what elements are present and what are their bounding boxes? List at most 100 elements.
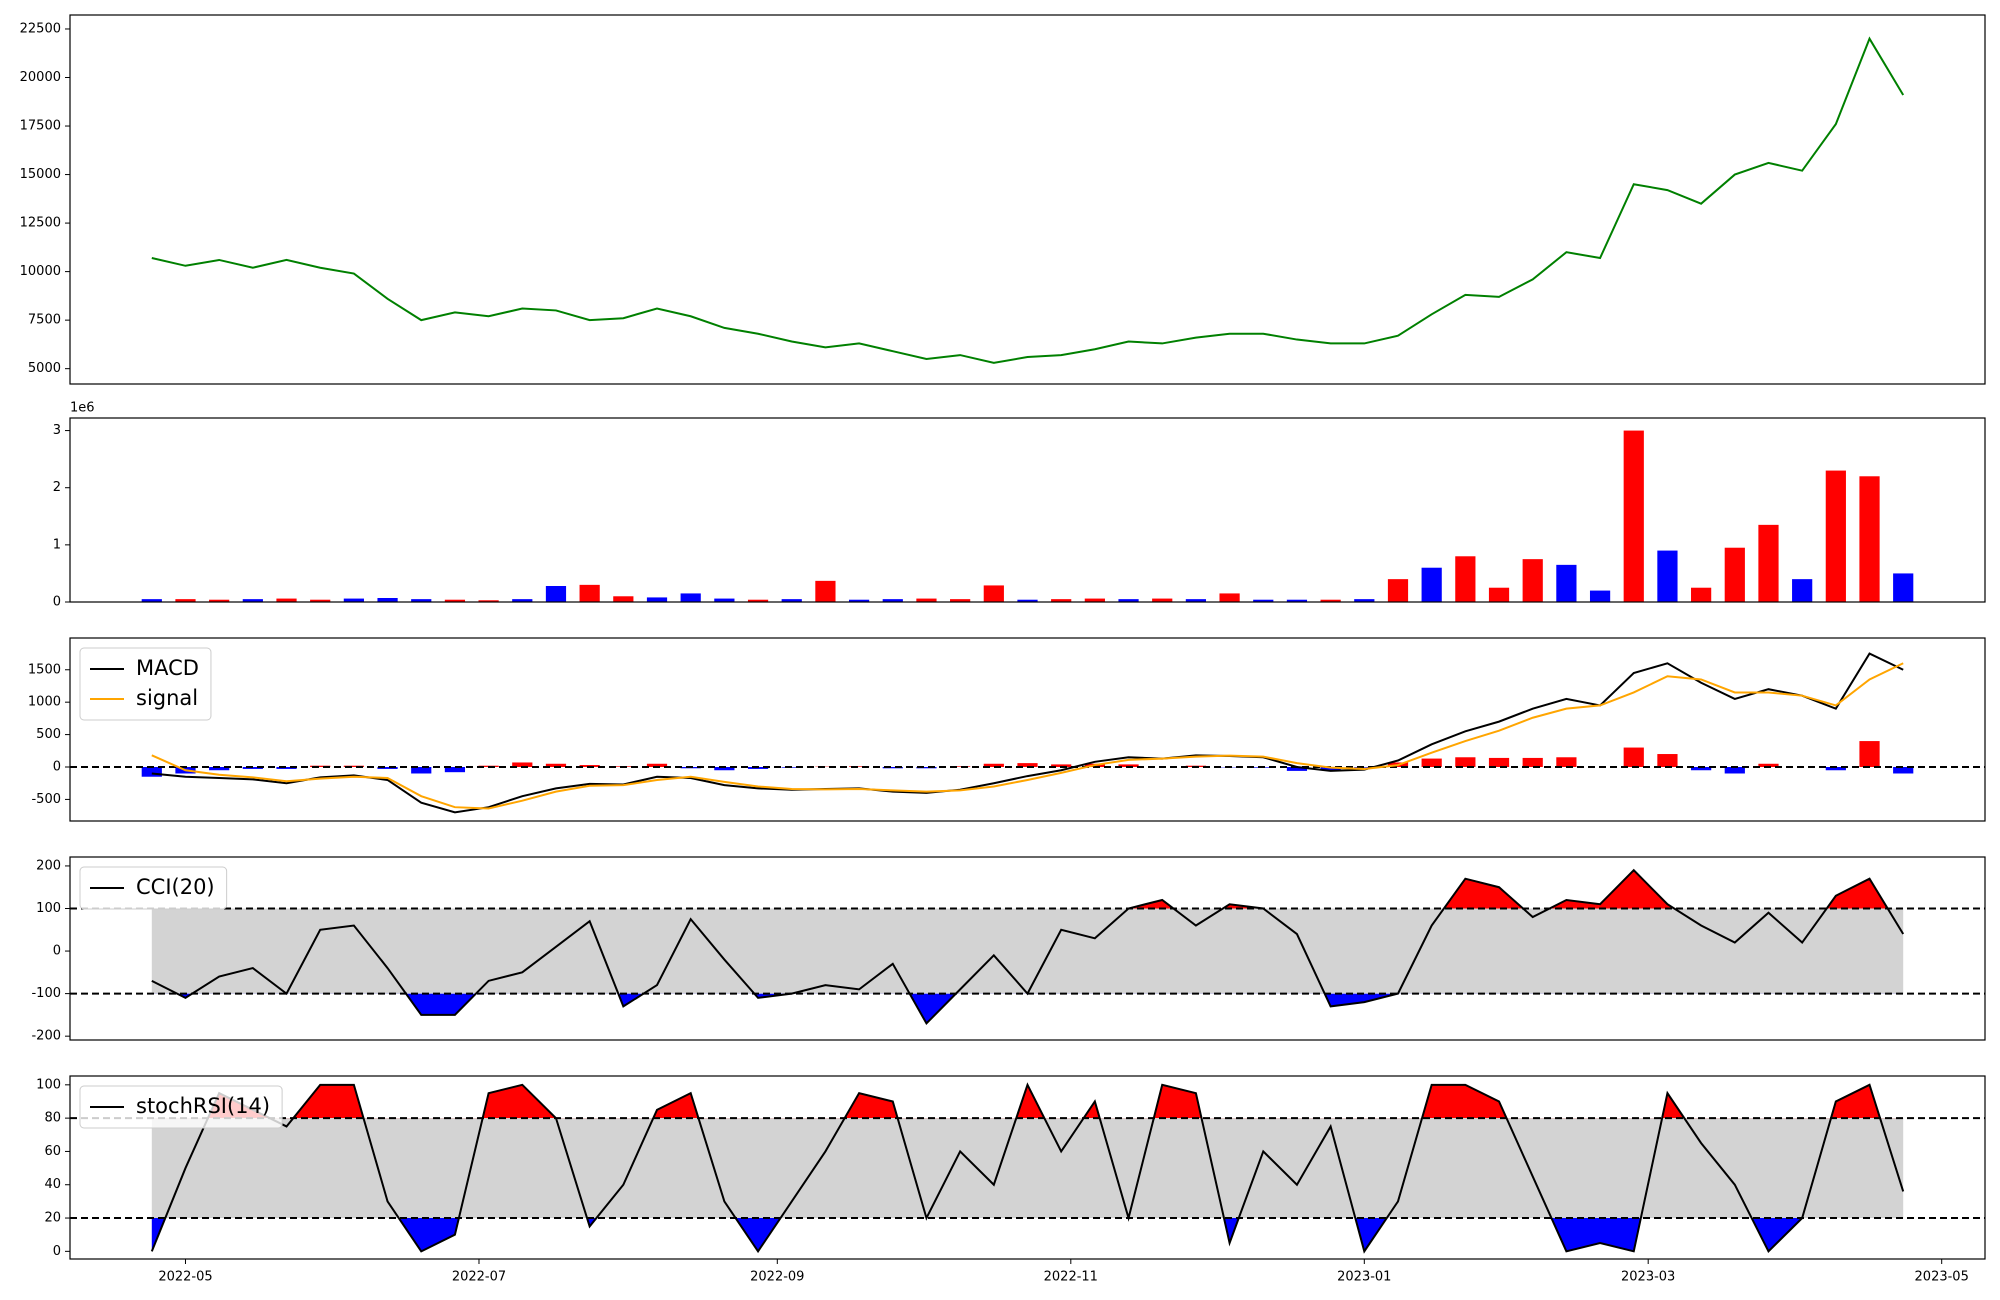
axes-frame <box>69 637 1986 822</box>
band-fill <box>151 1118 1904 1219</box>
histogram-bar <box>1017 763 1038 768</box>
histogram-bar <box>983 763 1004 768</box>
bar <box>1455 556 1476 602</box>
bar <box>815 580 836 602</box>
bar <box>781 599 802 602</box>
x-tick-label: 2023-01 <box>1337 1270 1391 1285</box>
histogram-bar <box>1488 757 1510 768</box>
histogram-bar <box>882 767 903 769</box>
series-line <box>151 868 1905 1026</box>
bar <box>1286 599 1308 602</box>
bar <box>209 599 230 602</box>
y-tick-label: 15000 <box>20 167 61 182</box>
bar <box>1893 573 1914 602</box>
series-line <box>151 652 1904 814</box>
x-tick-label: 2022-05 <box>158 1270 212 1285</box>
bar <box>545 586 567 602</box>
bar <box>579 584 600 602</box>
x-tick-label: 2023-05 <box>1915 1270 1969 1285</box>
histogram-bar <box>310 765 331 768</box>
histogram-bar <box>1893 767 1914 774</box>
bar <box>747 599 769 602</box>
legend-label: MACD <box>136 656 199 680</box>
axes-frame <box>69 1075 1986 1260</box>
bar <box>1589 590 1611 602</box>
y-tick-label: 0 <box>53 760 61 775</box>
histogram-bar <box>209 767 230 771</box>
histogram-bar <box>1051 764 1072 768</box>
x-tick-label: 2022-09 <box>750 1270 804 1285</box>
axes-frame <box>69 14 1986 385</box>
histogram-bar <box>444 767 466 773</box>
bar <box>1219 593 1240 602</box>
y-tick-label: 0 <box>53 944 61 959</box>
legend-label: stochRSI(14) <box>136 1094 270 1118</box>
histogram-bar <box>1657 754 1678 768</box>
bar <box>478 600 499 602</box>
histogram-bar <box>1758 763 1779 768</box>
histogram-bar <box>714 767 735 771</box>
y-tick-label: 10000 <box>20 264 61 279</box>
bar <box>714 598 735 602</box>
bar <box>1825 470 1846 602</box>
bar <box>1017 599 1038 602</box>
y-tick-label: 80 <box>44 1111 61 1126</box>
y-tick-label: 100 <box>36 901 61 916</box>
x-tick-label: 2022-11 <box>1044 1270 1098 1285</box>
histogram-bar <box>512 762 533 768</box>
bar <box>646 597 668 602</box>
bar <box>1118 599 1139 602</box>
histogram-bar <box>1724 767 1745 774</box>
histogram-bar <box>1354 767 1375 768</box>
x-tick-label: 2022-07 <box>452 1270 506 1285</box>
legend-box <box>79 866 228 910</box>
y-tick-label: 100 <box>36 1077 61 1092</box>
bar <box>175 599 196 602</box>
bar <box>1556 564 1577 602</box>
bar <box>1691 587 1712 602</box>
bar <box>242 599 263 602</box>
histogram-bar <box>343 765 364 768</box>
bar <box>512 599 533 602</box>
histogram-bar <box>545 763 567 768</box>
bar <box>1185 599 1207 602</box>
legend-label: CCI(20) <box>136 875 215 899</box>
histogram-bar <box>1691 767 1712 771</box>
y-tick-label: 7500 <box>28 313 61 328</box>
legend-box <box>79 647 212 721</box>
histogram-bar <box>646 763 668 768</box>
y-tick-label: -200 <box>31 1029 61 1044</box>
bar <box>1253 599 1274 602</box>
series-line <box>151 662 1904 810</box>
y-tick-label: 40 <box>44 1177 61 1192</box>
bar <box>1320 599 1341 602</box>
legend-label: signal <box>136 686 198 710</box>
bar <box>1623 430 1644 602</box>
bar <box>848 599 870 602</box>
histogram-bar <box>1623 747 1644 768</box>
x-tick-label: 2023-03 <box>1621 1270 1675 1285</box>
y-tick-label: 20000 <box>20 70 61 85</box>
histogram-bar <box>1859 741 1880 768</box>
histogram-bar <box>1825 767 1846 771</box>
bar <box>141 599 162 602</box>
y-tick-label: 200 <box>36 858 61 873</box>
y-tick-label: 1 <box>53 537 61 552</box>
histogram-bar <box>916 767 937 769</box>
bar <box>1084 598 1105 602</box>
bar <box>1421 567 1442 602</box>
bar <box>1859 476 1880 602</box>
bar <box>1724 547 1745 602</box>
bar <box>882 599 903 602</box>
series-line <box>151 36 1905 364</box>
bar <box>1152 598 1173 602</box>
histogram-bar <box>950 766 971 768</box>
bar <box>310 599 331 602</box>
bar <box>343 598 364 602</box>
bar <box>916 598 937 602</box>
bar <box>1387 579 1409 602</box>
histogram-bar <box>1556 757 1577 768</box>
bar <box>444 599 466 602</box>
bar <box>411 599 432 602</box>
bar <box>1792 579 1813 602</box>
